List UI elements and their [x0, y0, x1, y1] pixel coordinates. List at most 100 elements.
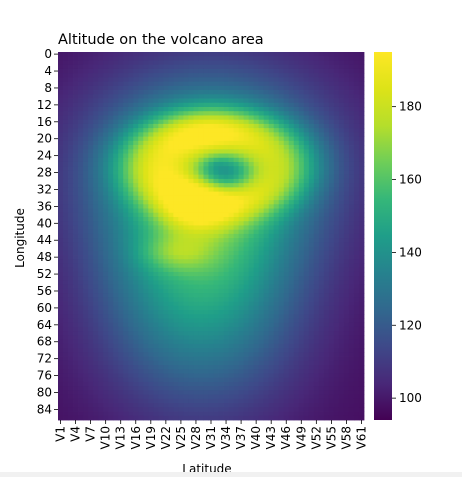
heatmap-cell	[143, 106, 149, 112]
heatmap-cell	[263, 153, 270, 159]
heatmap-cell	[263, 200, 270, 205]
heatmap-cell	[318, 119, 325, 125]
heatmap-cell	[88, 322, 94, 328]
heatmap-cell	[118, 293, 124, 298]
heatmap-cell	[163, 52, 169, 57]
heatmap-cell	[98, 212, 104, 218]
heatmap-cell	[83, 170, 89, 176]
heatmap-cell	[118, 246, 124, 252]
heatmap-cell	[253, 166, 260, 171]
heatmap-cell	[228, 170, 234, 176]
heatmap-cell	[143, 212, 149, 218]
heatmap-cell	[218, 288, 224, 294]
heatmap-cell	[348, 310, 355, 315]
heatmap-cell	[248, 343, 255, 349]
heatmap-cell	[343, 85, 350, 91]
heatmap-cell	[173, 128, 179, 133]
heatmap-cell	[108, 56, 114, 61]
heatmap-cell	[183, 310, 189, 315]
heatmap-cell	[168, 305, 174, 311]
heatmap-cell	[113, 52, 119, 57]
heatmap-cell	[288, 140, 295, 146]
heatmap-cell	[188, 301, 194, 307]
heatmap-cell	[168, 56, 174, 61]
heatmap-cell	[233, 52, 239, 57]
heatmap-cell	[348, 115, 355, 121]
heatmap-cell	[193, 170, 199, 176]
heatmap-cell	[228, 369, 234, 374]
heatmap-cell	[213, 365, 219, 370]
heatmap-cell	[173, 77, 179, 83]
heatmap-cell	[158, 174, 164, 180]
heatmap-cell	[63, 297, 69, 302]
heatmap-cell	[198, 250, 204, 256]
heatmap-cell	[58, 318, 64, 324]
heatmap-cell	[333, 335, 340, 341]
heatmap-cell	[153, 208, 159, 214]
heatmap-cell	[58, 271, 64, 277]
heatmap-cell	[158, 267, 164, 273]
heatmap-cell	[238, 90, 245, 95]
heatmap-cell	[323, 305, 330, 311]
heatmap-cell	[103, 187, 109, 192]
heatmap-cell	[328, 263, 335, 269]
heatmap-cell	[128, 348, 134, 353]
heatmap-cell	[73, 386, 79, 391]
heatmap-cell	[113, 195, 119, 201]
heatmap-cell	[338, 386, 345, 391]
heatmap-cell	[183, 348, 189, 353]
heatmap-cell	[68, 314, 74, 319]
heatmap-cell	[153, 233, 159, 239]
heatmap-cell	[263, 276, 270, 281]
heatmap-cell	[318, 52, 325, 57]
heatmap-cell	[123, 195, 129, 201]
heatmap-cell	[298, 322, 305, 328]
heatmap-cell	[338, 246, 345, 252]
heatmap-cell	[163, 140, 169, 146]
heatmap-cell	[283, 229, 290, 235]
heatmap-cell	[133, 174, 139, 180]
heatmap-cell	[203, 195, 209, 201]
heatmap-cell	[293, 352, 300, 357]
heatmap-cell	[128, 111, 134, 116]
heatmap-cell	[143, 166, 149, 171]
heatmap-cell	[158, 157, 164, 163]
heatmap-cell	[208, 157, 214, 163]
heatmap-cell	[143, 280, 149, 286]
heatmap-cell	[288, 90, 295, 95]
heatmap-cell	[133, 123, 139, 129]
heatmap-cell	[103, 161, 109, 167]
heatmap-cell	[198, 119, 204, 125]
heatmap-cell	[348, 123, 355, 129]
heatmap-cell	[138, 242, 144, 247]
heatmap-cell	[113, 187, 119, 192]
heatmap-cell	[93, 98, 99, 104]
heatmap-cell	[323, 145, 330, 150]
heatmap-cell	[318, 293, 325, 298]
heatmap-cell	[273, 297, 280, 302]
heatmap-cell	[158, 322, 164, 328]
heatmap-cell	[188, 128, 194, 133]
heatmap-cell	[358, 365, 365, 370]
heatmap-cell	[243, 381, 250, 387]
heatmap-cell	[338, 293, 345, 298]
heatmap-cell	[233, 191, 239, 197]
heatmap-cell	[68, 233, 74, 239]
heatmap-cell	[63, 314, 69, 319]
heatmap-cell	[168, 115, 174, 121]
heatmap-cell	[238, 191, 245, 197]
heatmap-cell	[253, 52, 260, 57]
heatmap-cell	[73, 360, 79, 366]
heatmap-cell	[353, 208, 360, 214]
heatmap-cell	[143, 377, 149, 383]
heatmap-cell	[143, 123, 149, 129]
heatmap-cell	[313, 284, 320, 290]
heatmap-cell	[293, 293, 300, 298]
heatmap-cell	[293, 284, 300, 290]
heatmap-cell	[298, 166, 305, 171]
heatmap-cell	[263, 178, 270, 184]
heatmap-cell	[348, 377, 355, 383]
heatmap-cell	[83, 310, 89, 315]
heatmap-cell	[243, 369, 250, 374]
heatmap-cell	[203, 390, 209, 396]
